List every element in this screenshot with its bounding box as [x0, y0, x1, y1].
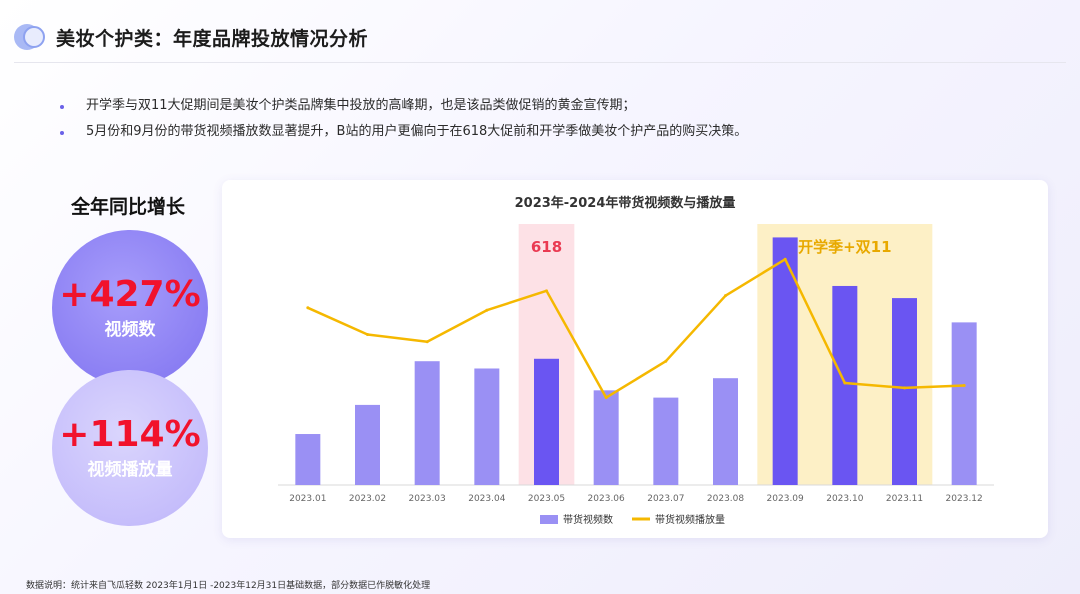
x-tick-label: 2023.09: [767, 494, 804, 504]
legend-label: 带货视频数: [563, 513, 613, 526]
logo-icon: [14, 24, 50, 50]
line-point: [485, 308, 489, 312]
bar: [534, 358, 559, 485]
bar: [892, 298, 917, 485]
x-tick-label: 2023.01: [289, 494, 326, 504]
bar: [951, 322, 977, 485]
x-tick-label: 2023.07: [647, 494, 684, 504]
page-title: 美妆个护类：年度品牌投放情况分析: [56, 27, 369, 50]
line-point: [545, 289, 548, 293]
line-point: [783, 257, 787, 261]
bar: [593, 390, 619, 485]
growth-value: +427%: [59, 274, 201, 315]
footnote: 数据说明：统计来自飞瓜轻数 2023年1月1日 -2023年12月31日基础数据…: [26, 581, 431, 591]
bullet-dot-icon: [60, 131, 64, 135]
bar: [355, 404, 380, 485]
line-point: [903, 386, 906, 390]
bar: [832, 285, 858, 485]
header-divider: [14, 62, 1066, 63]
x-tick-label: 2023.04: [468, 494, 505, 504]
growth-bubble-plays: +114% 视频播放量: [52, 370, 208, 526]
bar: [414, 361, 440, 485]
page-header: 美妆个护类：年度品牌投放情况分析: [14, 22, 368, 52]
bar: [474, 368, 500, 485]
annotation-school-season: 开学季+双11: [798, 238, 891, 256]
line-point: [664, 359, 668, 363]
line-series: [307, 258, 965, 399]
x-tick-label: 2023.06: [588, 494, 625, 504]
line-point: [425, 340, 429, 344]
x-tick-label: 2023.08: [707, 494, 744, 504]
chart-card: 2023年-2024年带货视频数与播放量 618 开学季+双11 2023.01 202…: [222, 180, 1048, 538]
bullet-text: 5月份和9月份的带货视频播放数显著提升，B站的用户更偏向于在618大促前和开学季…: [86, 124, 748, 139]
x-tick-label: 2023.11: [886, 494, 923, 504]
growth-label: 视频播放量: [87, 460, 173, 480]
x-tick-label: 2023.12: [946, 494, 983, 504]
combo-chart: 2023年-2024年带货视频数与播放量 618 开学季+双11 2023.01 202…: [278, 195, 994, 526]
growth-bubble-videos: +427% 视频数: [52, 230, 208, 386]
line-point: [604, 396, 608, 400]
line-point: [962, 383, 966, 387]
bullet-text: 开学季与双11大促期间是美妆个护类品牌集中投放的高峰期，也是该品类做促销的黄金宣…: [86, 98, 636, 113]
legend-swatch-bar: [540, 515, 558, 524]
legend-label: 带货视频播放量: [655, 513, 725, 526]
x-tick-label: 2023.02: [349, 494, 386, 504]
line-point: [366, 333, 369, 337]
bar: [653, 397, 679, 485]
line-point: [306, 306, 310, 310]
summary-bullet: 5月份和9月份的带货视频播放数显著提升，B站的用户更偏向于在618大促前和开学季…: [60, 122, 747, 148]
bullet-dot-icon: [60, 105, 64, 109]
growth-value: +114%: [59, 414, 201, 455]
x-tick-label: 2023.03: [409, 494, 446, 504]
growth-title: 全年同比增长: [70, 196, 185, 218]
bar: [713, 378, 738, 485]
chart-title: 2023年-2024年带货视频数与播放量: [515, 195, 736, 211]
growth-label: 视频数: [104, 320, 156, 340]
x-tick-label: 2023.05: [528, 494, 565, 504]
annotation-618: 618: [531, 238, 562, 256]
summary-bullets: 开学季与双11大促期间是美妆个护类品牌集中投放的高峰期，也是该品类做促销的黄金宣…: [60, 96, 747, 148]
summary-bullet: 开学季与双11大促期间是美妆个护类品牌集中投放的高峰期，也是该品类做促销的黄金宣…: [60, 96, 747, 122]
x-tick-label: 2023.10: [826, 494, 863, 504]
line-point: [724, 294, 727, 298]
bar: [295, 434, 321, 485]
line-point: [843, 381, 847, 385]
